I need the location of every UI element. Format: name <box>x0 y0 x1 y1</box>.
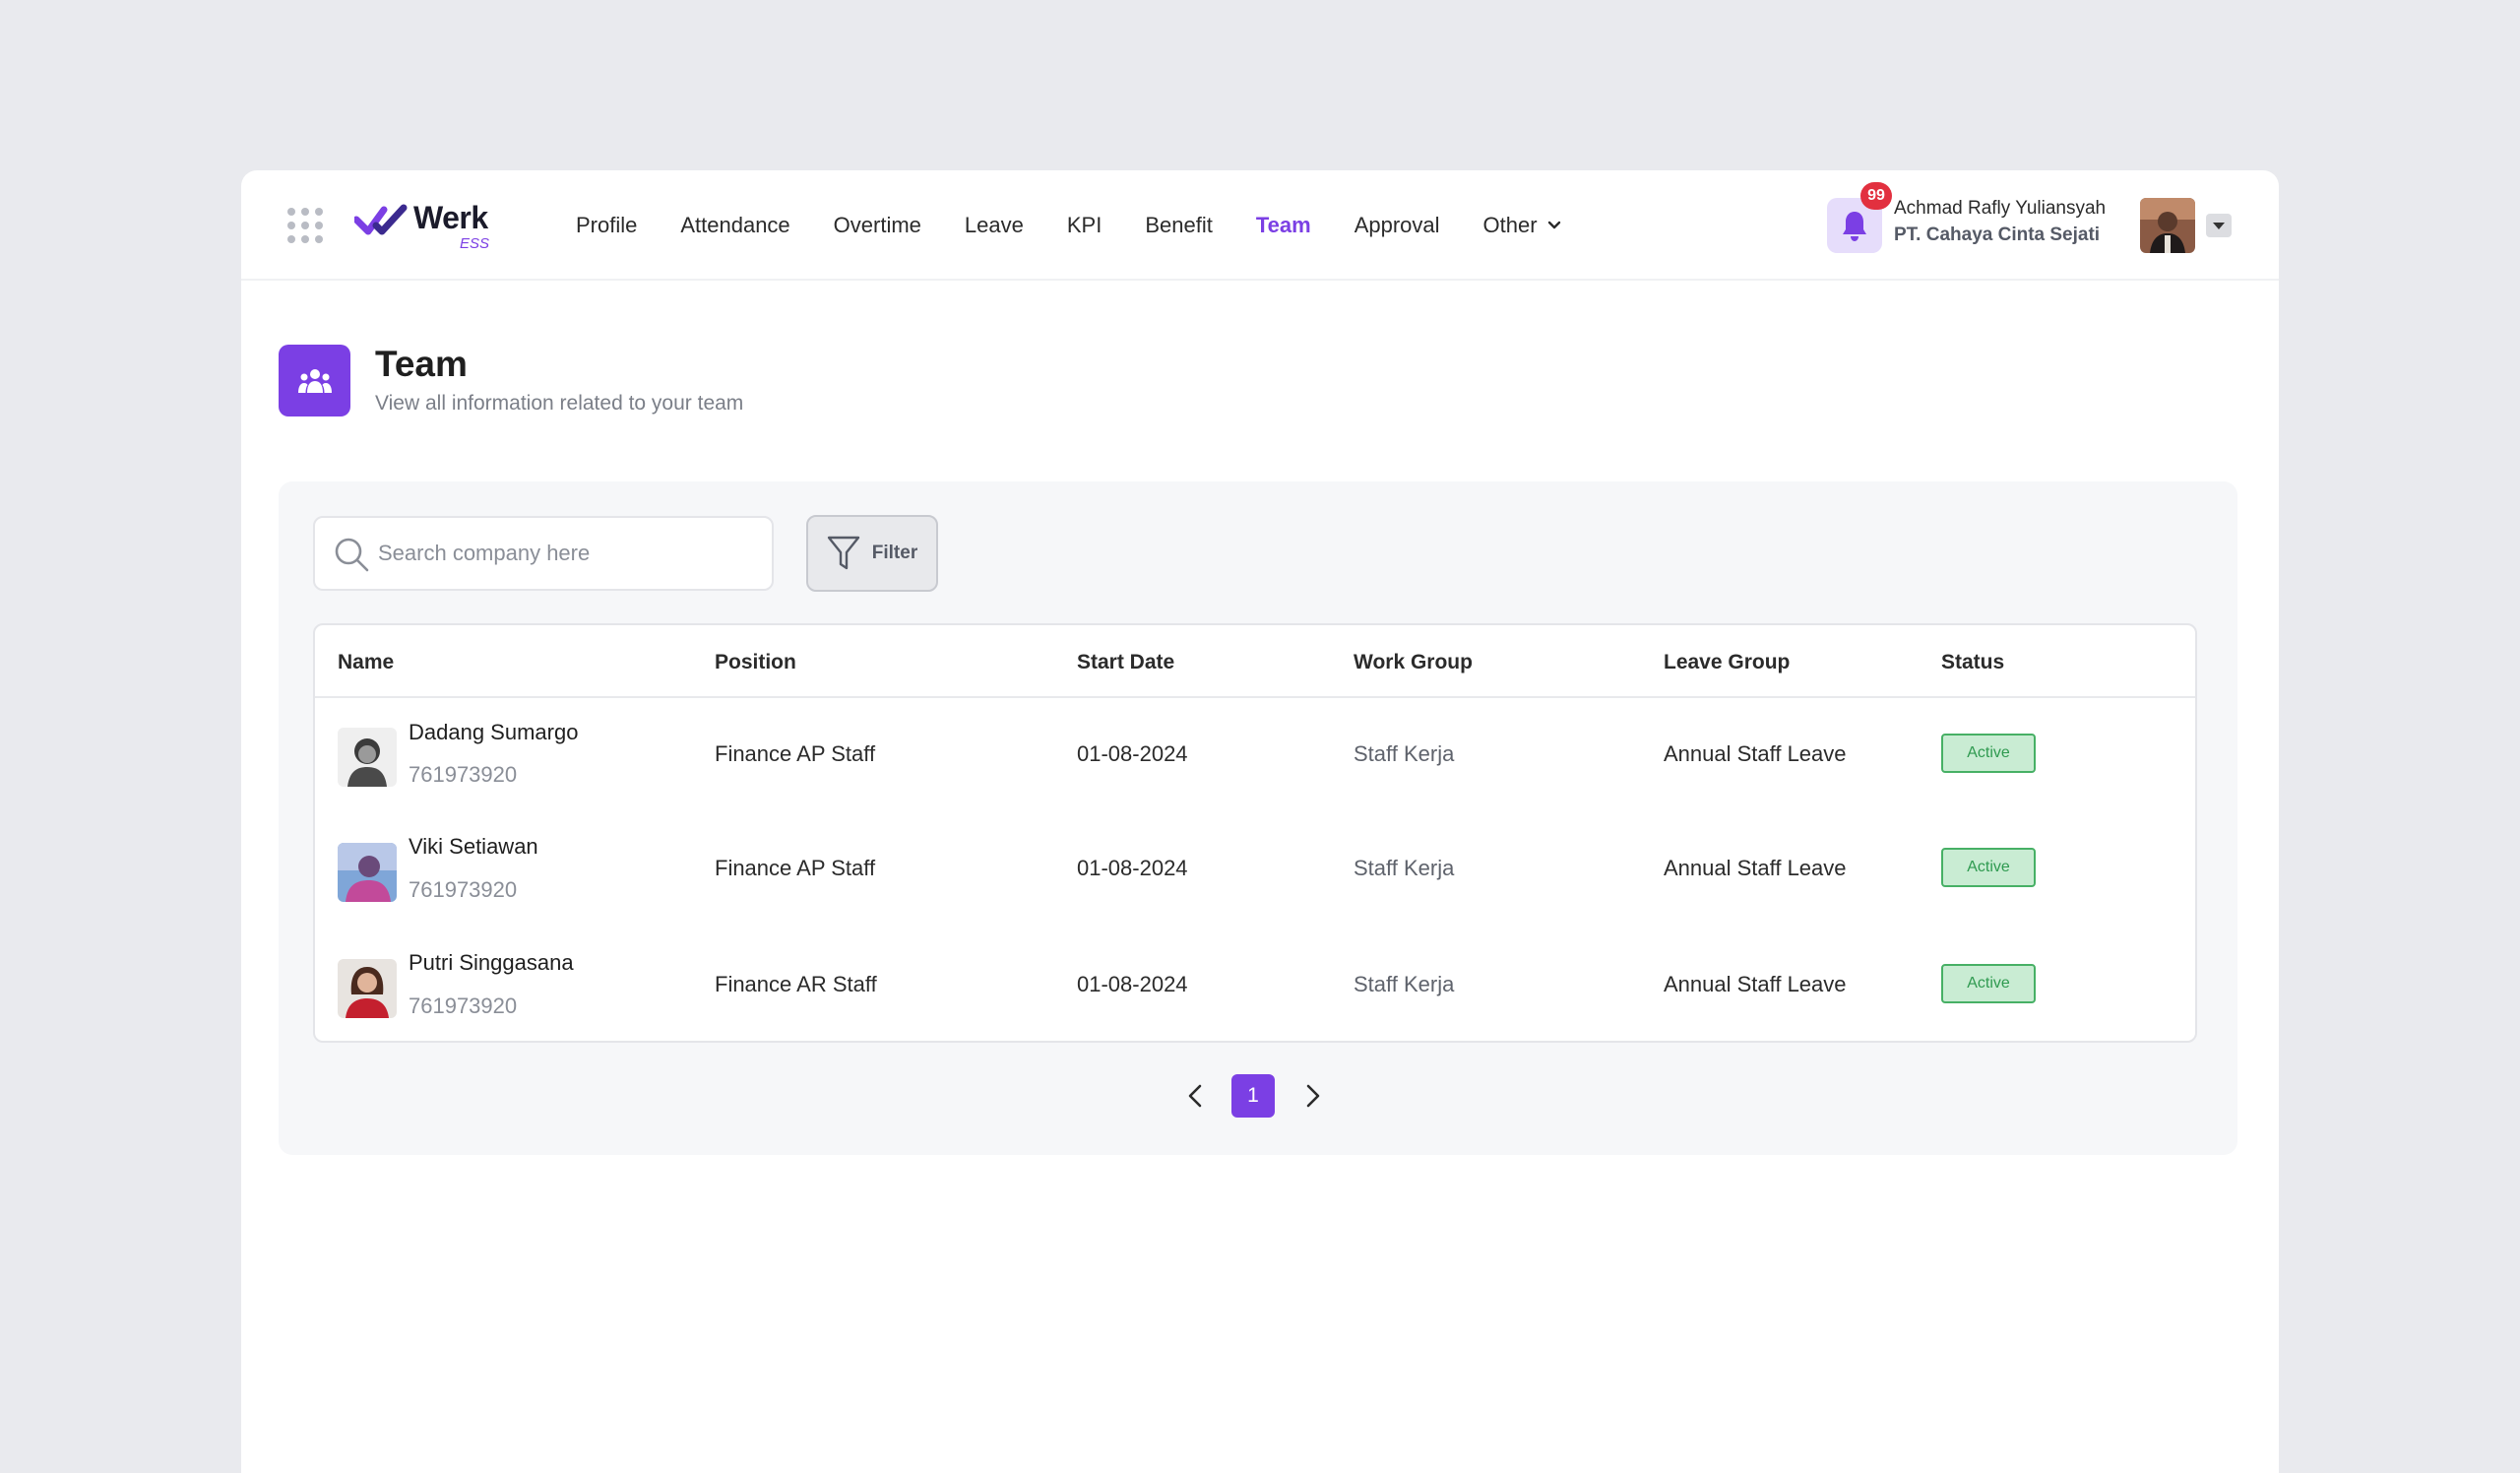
nav-item-benefit[interactable]: Benefit <box>1145 213 1213 238</box>
filter-label: Filter <box>871 543 918 563</box>
nav-item-attendance[interactable]: Attendance <box>680 213 789 238</box>
member-id: 761973920 <box>409 762 518 787</box>
nav-label: Approval <box>1354 213 1440 237</box>
status-badge: Active <box>1941 848 2036 887</box>
member-name[interactable]: Dadang Sumargo <box>409 720 579 744</box>
user-menu-toggle[interactable] <box>2206 214 2232 237</box>
filter-icon <box>827 536 859 570</box>
cell-start-date: 01-08-2024 <box>1077 856 1188 880</box>
user-company: PT. Cahaya Cinta Sejati <box>1894 224 2101 245</box>
werk-check-icon <box>354 204 408 235</box>
nav-label: Overtime <box>833 213 921 237</box>
main-card: Werk ESS Profile Attendance Overtime Lea… <box>241 170 2279 1473</box>
nav-label: Benefit <box>1145 213 1213 237</box>
caret-down-icon <box>2213 223 2225 229</box>
brand-logo[interactable]: Werk ESS <box>354 200 502 252</box>
nav-item-leave[interactable]: Leave <box>965 213 1024 238</box>
member-id: 761973920 <box>409 993 518 1018</box>
nav-item-other[interactable]: Other <box>1483 213 1561 238</box>
cell-leave-group: Annual Staff Leave <box>1664 741 1847 766</box>
table-header: Name Position Start Date Work Group Leav… <box>315 625 2195 698</box>
avatar <box>338 843 397 902</box>
header-status[interactable]: Status <box>1941 651 2005 673</box>
nav-label: KPI <box>1066 213 1102 237</box>
cell-position: Finance AP Staff <box>715 741 876 766</box>
top-navbar: Werk ESS Profile Attendance Overtime Lea… <box>241 170 2279 281</box>
app-grid-icon[interactable] <box>287 208 323 243</box>
team-panel: Filter Name Position Start Date Work Gro… <box>279 481 2237 1155</box>
main-menu: Profile Attendance Overtime Leave KPI Be… <box>576 170 1605 281</box>
status-badge: Active <box>1941 964 2036 1003</box>
member-name[interactable]: Viki Setiawan <box>409 834 538 859</box>
nav-item-approval[interactable]: Approval <box>1354 213 1440 238</box>
table-row[interactable]: Putri Singgasana 761973920 Finance AR St… <box>315 927 2195 1041</box>
page-number-button[interactable]: 1 <box>1231 1074 1275 1118</box>
status-badge: Active <box>1941 734 2036 773</box>
chevron-down-icon <box>1547 221 1560 229</box>
cell-leave-group: Annual Staff Leave <box>1664 856 1847 880</box>
cell-position: Finance AR Staff <box>715 972 877 996</box>
cell-start-date: 01-08-2024 <box>1077 741 1188 766</box>
nav-label: Attendance <box>680 213 790 237</box>
chevron-right-icon[interactable] <box>1296 1080 1328 1112</box>
table-row[interactable]: Viki Setiawan 761973920 Finance AP Staff… <box>315 812 2195 927</box>
page-subtitle: View all information related to your tea… <box>375 392 744 415</box>
team-table: Name Position Start Date Work Group Leav… <box>313 623 2197 1043</box>
cell-start-date: 01-08-2024 <box>1077 972 1188 996</box>
filter-button[interactable]: Filter <box>806 515 938 592</box>
search-icon <box>335 538 369 572</box>
header-name[interactable]: Name <box>338 651 395 673</box>
member-name[interactable]: Putri Singgasana <box>409 950 574 975</box>
pagination: 1 <box>279 1074 2237 1118</box>
cell-work-group: Staff Kerja <box>1354 741 1455 766</box>
header-position[interactable]: Position <box>715 651 796 673</box>
header-leave-group[interactable]: Leave Group <box>1664 651 1791 673</box>
avatar <box>338 959 397 1018</box>
user-name: Achmad Rafly Yuliansyah <box>1894 198 2107 219</box>
search-input[interactable] <box>378 532 752 575</box>
cell-work-group: Staff Kerja <box>1354 856 1455 880</box>
nav-label: Leave <box>964 213 1024 237</box>
brand-suffix: ESS <box>460 235 490 252</box>
header-work-group[interactable]: Work Group <box>1354 651 1473 673</box>
bell-icon <box>1843 212 1866 241</box>
nav-label: Other <box>1482 213 1538 237</box>
avatar <box>338 728 397 787</box>
chevron-left-icon[interactable] <box>1180 1080 1212 1112</box>
nav-item-kpi[interactable]: KPI <box>1067 213 1102 238</box>
cell-position: Finance AP Staff <box>715 856 876 880</box>
table-row[interactable]: Dadang Sumargo 761973920 Finance AP Staf… <box>315 698 2195 812</box>
cell-work-group: Staff Kerja <box>1354 972 1455 996</box>
team-page-icon <box>279 345 350 416</box>
nav-label: Profile <box>576 213 638 237</box>
nav-label: Team <box>1255 213 1311 237</box>
page-title: Team <box>375 344 468 384</box>
nav-item-overtime[interactable]: Overtime <box>834 213 921 238</box>
user-avatar[interactable] <box>2140 198 2195 253</box>
team-icon <box>297 368 332 393</box>
brand-name: Werk <box>413 200 488 235</box>
cell-leave-group: Annual Staff Leave <box>1664 972 1847 996</box>
search-box <box>313 516 774 591</box>
notification-badge: 99 <box>1860 182 1892 210</box>
nav-item-team[interactable]: Team <box>1256 213 1311 238</box>
nav-item-profile[interactable]: Profile <box>576 213 637 238</box>
member-id: 761973920 <box>409 877 518 902</box>
header-start-date[interactable]: Start Date <box>1077 651 1175 673</box>
